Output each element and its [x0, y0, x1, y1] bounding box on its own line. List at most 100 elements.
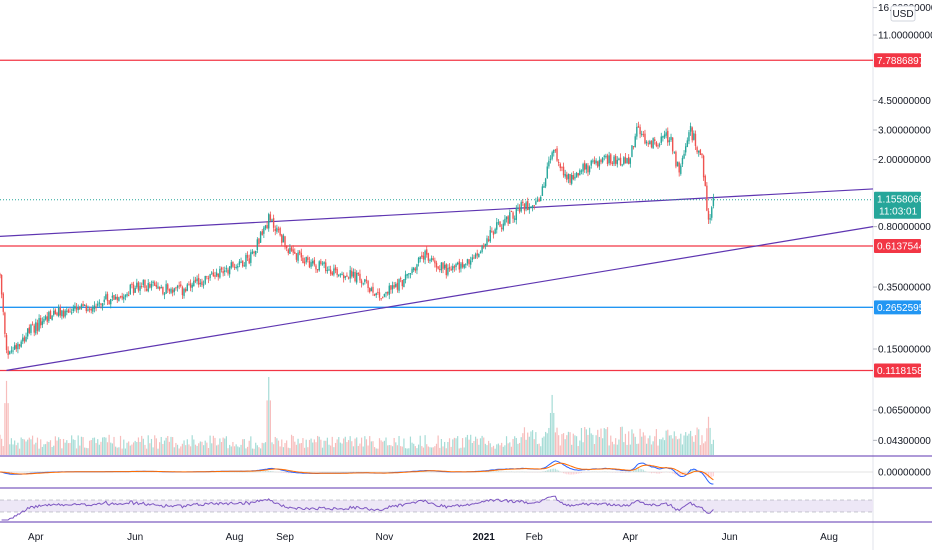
volume-bar: [501, 442, 503, 455]
level-price-badge: [874, 363, 921, 378]
volume-bar: [505, 436, 508, 455]
time-tick-label: Feb: [526, 532, 544, 543]
volume-bar: [126, 442, 128, 455]
candle-body: [658, 144, 661, 146]
volume-bar: [623, 442, 625, 455]
volume-bar: [290, 434, 293, 455]
candle-body: [520, 202, 522, 212]
volume-bar: [387, 445, 389, 455]
candle-body: [497, 222, 500, 224]
volume-bar: [74, 439, 76, 455]
candle-body: [530, 207, 532, 209]
candle-body: [510, 210, 513, 212]
macd-histogram-bar: [621, 472, 623, 473]
volume-bar: [597, 429, 599, 455]
candle-body: [689, 125, 692, 132]
volume-bar: [711, 444, 713, 455]
candle-body: [191, 284, 193, 288]
volume-bar: [510, 446, 513, 455]
candle-body: [321, 263, 324, 265]
currency-selector[interactable]: USD: [890, 5, 916, 22]
candle-body: [318, 261, 320, 271]
macd-histogram-bar: [707, 472, 709, 478]
volume-bar: [20, 437, 22, 455]
candle-body: [87, 309, 89, 311]
macd-zero-label: 0.00000000: [878, 468, 931, 479]
candle-body: [193, 280, 195, 287]
volume-bar: [460, 447, 462, 455]
rsi-line: [1, 495, 714, 521]
volume-bar: [652, 441, 654, 455]
volume-bar: [1, 438, 3, 455]
candle-body: [396, 282, 399, 290]
volume-bar: [559, 445, 561, 455]
volume-bar: [328, 444, 330, 455]
volume-bar: [28, 437, 30, 455]
candle-body: [250, 252, 252, 263]
volume-bar: [698, 429, 700, 455]
candle-body: [181, 287, 184, 296]
candle-body: [204, 276, 206, 284]
macd-histogram-bar: [558, 470, 560, 472]
volume-bar: [46, 441, 48, 455]
candle-body: [496, 222, 498, 230]
candle-body: [489, 230, 491, 242]
volume-bar: [93, 437, 96, 455]
candle-body: [652, 138, 654, 149]
candle-body: [562, 166, 565, 176]
candle-body: [292, 249, 294, 253]
volume-bar: [289, 448, 291, 455]
volume-bar: [5, 380, 8, 455]
candle-body: [64, 310, 66, 317]
candle-body: [388, 285, 390, 295]
trendline[interactable]: [0, 188, 874, 237]
candle-body: [525, 202, 527, 210]
volume-bar: [626, 444, 628, 455]
volume-bar: [610, 435, 612, 455]
last-price-badge-label: 1.15580661: [877, 195, 930, 206]
candle-body: [72, 308, 74, 312]
candle-body: [476, 253, 478, 256]
candle-body: [290, 247, 293, 251]
candle-body: [582, 164, 584, 172]
trendline[interactable]: [6, 226, 874, 371]
volume-bar: [522, 433, 524, 455]
volume-bar: [431, 447, 433, 455]
candle-body: [707, 211, 710, 220]
time-axis[interactable]: Apr Jun Aug Sep Nov 2021 Feb Apr Jun Aug: [28, 532, 838, 543]
macd-histogram-bar: [576, 472, 578, 474]
candle-body: [535, 201, 537, 205]
volume-bar: [144, 444, 146, 455]
candle-body: [228, 266, 231, 275]
volume-bar: [341, 443, 343, 455]
volume-bar: [317, 435, 319, 455]
volume-bar: [619, 427, 622, 455]
candle-body: [295, 253, 298, 260]
volume-bar: [540, 446, 542, 455]
volume-bar: [549, 412, 552, 455]
volume-bar: [72, 439, 74, 455]
volume-bar: [665, 430, 667, 455]
volume-bar: [287, 447, 289, 455]
candle-body: [398, 279, 400, 291]
candle-body: [382, 297, 384, 299]
macd-histogram-bar: [574, 472, 576, 475]
candle-body: [603, 155, 605, 157]
volume-bar: [541, 437, 543, 455]
volume-bar: [359, 443, 361, 455]
candle-body: [662, 136, 664, 138]
candle-body: [440, 262, 443, 271]
volume-bar: [4, 403, 6, 455]
candle-body: [694, 133, 697, 146]
volume-bar: [577, 446, 579, 455]
volume-bar: [650, 444, 653, 455]
candle-body: [217, 273, 219, 278]
candle-body: [255, 251, 257, 255]
volume-bar: [100, 441, 102, 455]
volume-bar: [478, 444, 480, 455]
volume-bar: [491, 447, 493, 455]
volume-bar: [455, 438, 457, 455]
candle-body: [486, 238, 488, 246]
candle-body: [572, 175, 575, 180]
